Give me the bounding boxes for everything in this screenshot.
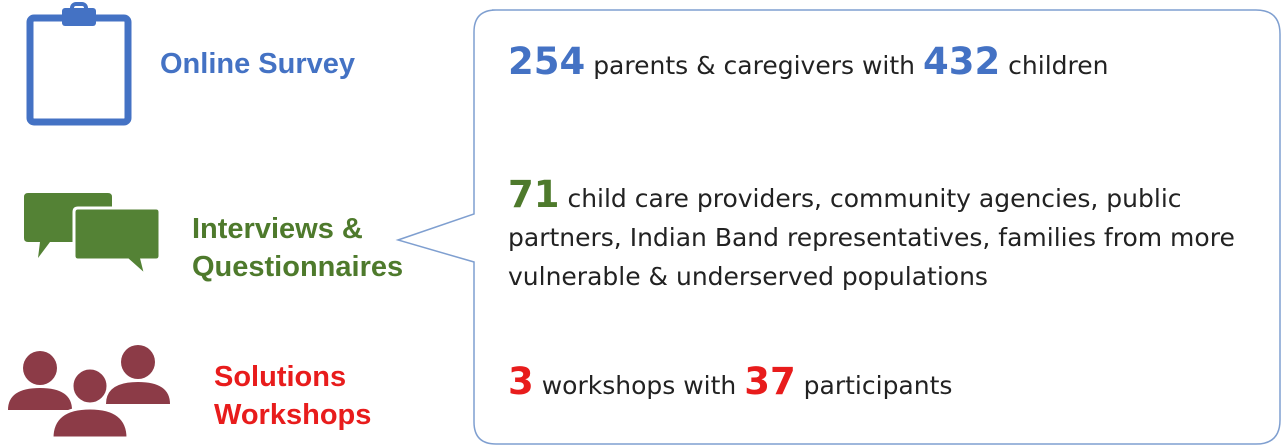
method-label: Interviews & Questionnaires [192, 210, 403, 286]
summary: 71 child care providers, community agenc… [508, 175, 1253, 296]
stat-number: 3 [508, 360, 534, 403]
stat-text: participants [803, 371, 953, 400]
stat-number: 37 [744, 360, 796, 403]
stat-text: parents & caregivers with [593, 51, 916, 80]
stat-number: 254 [508, 40, 586, 83]
label-line: Solutions [214, 361, 347, 393]
label-line: Questionnaires [192, 251, 404, 283]
stat-number: 71 [508, 173, 560, 216]
stat-number: 432 [922, 40, 1001, 83]
summary: 3 workshops with 37 participants [508, 362, 1248, 405]
summary: 254 parents & caregivers with 432 childr… [508, 42, 1248, 85]
method-label: Solutions Workshops [214, 358, 371, 434]
label-line: Online Survey [160, 48, 356, 80]
label-line: Interviews & [192, 213, 363, 245]
clipboard-icon [26, 2, 132, 126]
stat-text: child care providers, community agencies… [508, 184, 1235, 291]
people-icon [8, 345, 170, 440]
chat-icon [24, 193, 162, 281]
callout [395, 9, 1281, 445]
stat-text: children [1008, 51, 1109, 80]
label-line: Workshops [214, 399, 372, 431]
stat-text: workshops with [541, 371, 737, 400]
method-label: Online Survey [160, 45, 355, 83]
